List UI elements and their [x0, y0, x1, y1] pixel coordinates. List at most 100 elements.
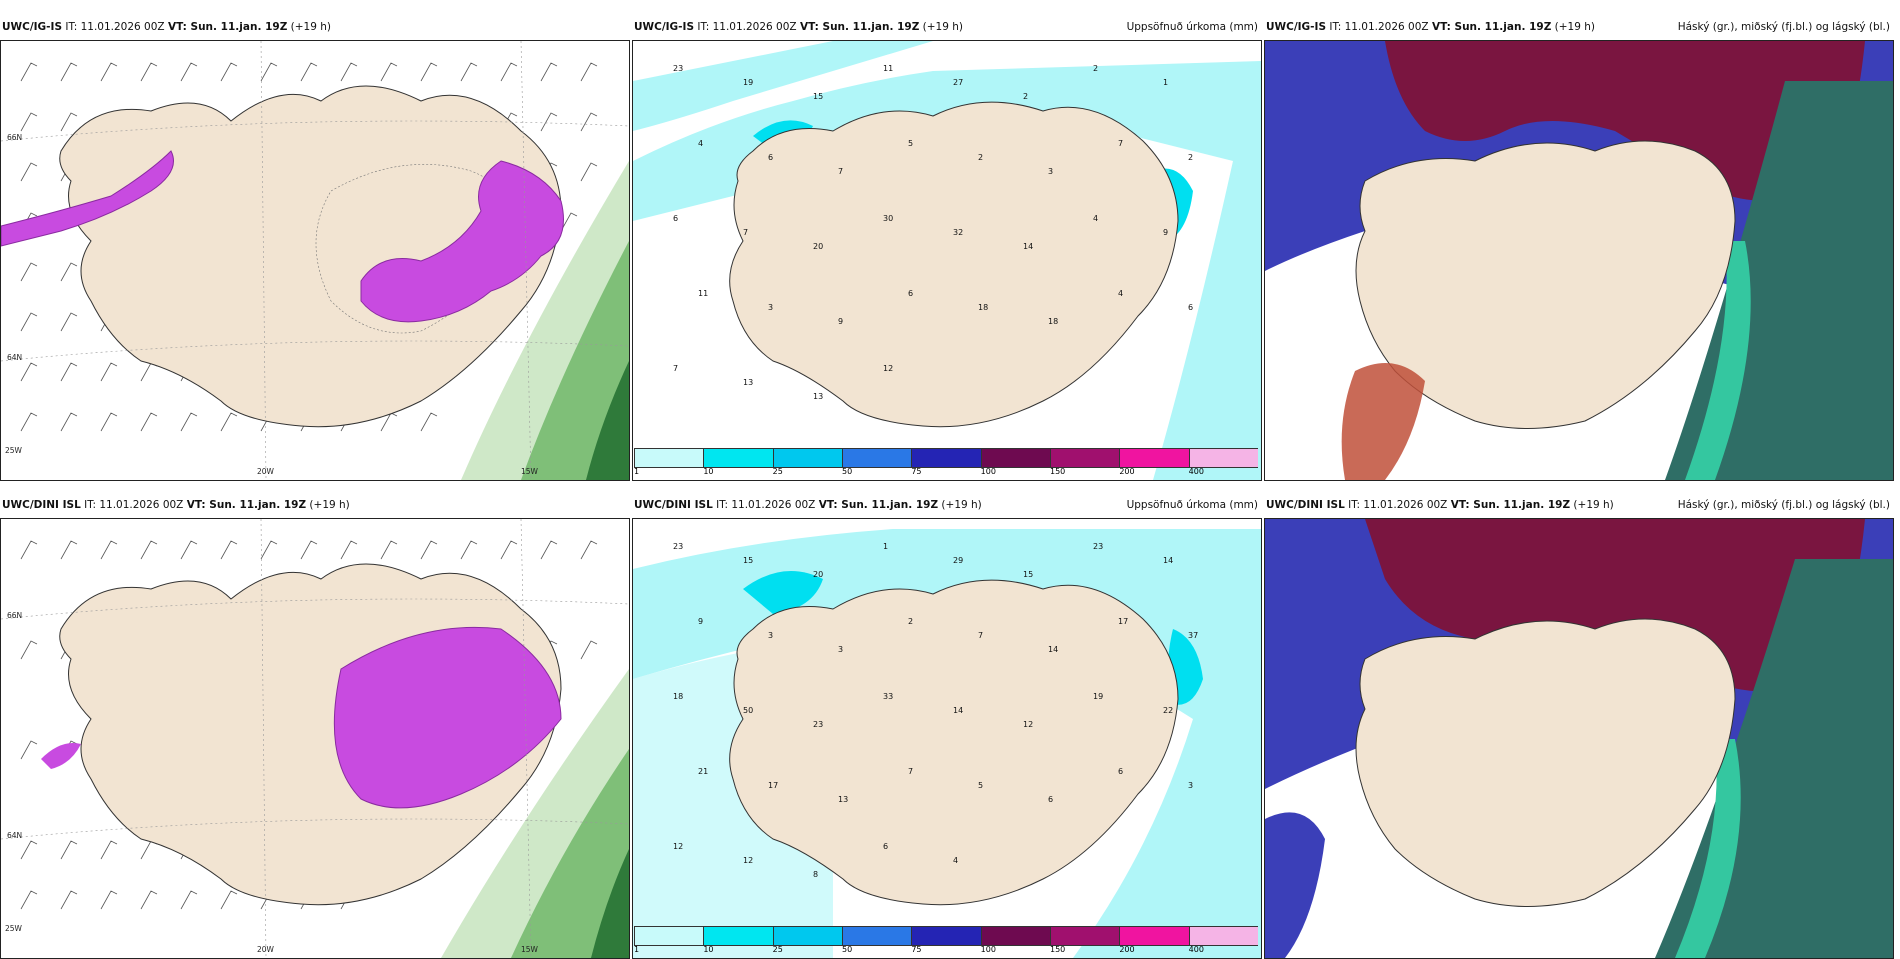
precip-value: 6 [768, 153, 773, 162]
colorbar-segment [1049, 927, 1120, 945]
precip-value: 19 [743, 78, 753, 87]
precip-value: 7 [743, 228, 748, 237]
precip-value: 12 [743, 856, 753, 865]
precip-value: 29 [953, 556, 963, 565]
precip-value: 13 [813, 392, 823, 401]
panel-header: UWC/DINI ISL IT: 11.01.2026 00Z VT: Sun.… [632, 494, 1262, 516]
precip-value: 7 [1118, 139, 1123, 148]
precip-value: 5 [978, 781, 983, 790]
precip-value: 13 [743, 378, 753, 387]
lead-time: (+19 h) [941, 499, 982, 511]
model-name: UWC/DINI ISL [634, 499, 713, 511]
precip-value: 15 [813, 92, 823, 101]
precip-value: 2 [908, 617, 913, 626]
iceland-land [729, 579, 1179, 906]
precip-value: 4 [1093, 214, 1098, 223]
snow-map[interactable]: 66N 64N 20W 15W 25W [0, 518, 630, 959]
precip-value: 5 [908, 139, 913, 148]
precip-value: 12 [673, 842, 683, 851]
precip-map-svg: 2315201291523149332714173718502333141219… [633, 519, 1261, 958]
precip-value: 14 [1163, 556, 1173, 565]
precip-value: 18 [978, 303, 988, 312]
precip-value: 7 [673, 364, 678, 373]
precip-map[interactable]: 23 15 20 1 29 15 23 14 9 3 3 2 7 14 17 37 18 50 23 33 14 12 19… [632, 518, 1262, 959]
precip-value: 32 [953, 228, 963, 237]
precip-value: 3 [768, 303, 773, 312]
colorbar-label: 25 [772, 467, 783, 476]
colorbar-label: 100 [980, 467, 996, 476]
snow-band-east [333, 626, 562, 809]
precip-value: 50 [743, 706, 753, 715]
snow-map-svg [1, 519, 629, 958]
lead-time: (+19 h) [1554, 21, 1596, 33]
snow-map[interactable]: 66N 64N 20W 15W 25W [0, 40, 630, 481]
lon-label-20w: 20W [257, 467, 274, 476]
colorbar-segment [911, 449, 981, 467]
precip-value: 37 [1188, 631, 1198, 640]
cloud-southwest-patch [1265, 812, 1325, 958]
clouds-title: Háský (gr.), miðský (fj.bl.) og lágský (… [1677, 21, 1890, 33]
init-time: IT: 11.01.2026 00Z [65, 21, 165, 33]
lon-label-25w: 25W [5, 446, 22, 455]
lead-time: (+19 h) [309, 499, 350, 511]
precip-value: 14 [1048, 645, 1058, 654]
colorbar-segment [911, 927, 981, 945]
colorbar-segment [1119, 927, 1189, 945]
iceland-land [1355, 618, 1736, 907]
precip-value: 7 [978, 631, 983, 640]
init-time: IT: 11.01.2026 00Z [697, 21, 797, 33]
lead-time: (+19 h) [1573, 499, 1614, 511]
colorbar-segment [772, 927, 842, 945]
precip-value: 12 [1023, 720, 1033, 729]
precip-value: 4 [1118, 289, 1123, 298]
precip-value: 15 [1023, 570, 1033, 579]
precip-value: 30 [883, 214, 893, 223]
precip-value-labels: 2319151127221467523726720303214491139618… [673, 64, 1193, 401]
colorbar-segment [634, 927, 704, 945]
precip-value: 23 [673, 64, 683, 73]
panel-header: UWC/IG-IS IT: 11.01.2026 00Z VT: Sun. 11… [0, 16, 630, 38]
panel-header: UWC/DINI ISL IT: 11.01.2026 00Z VT: Sun.… [0, 494, 630, 516]
cloud-low-edge [1685, 241, 1751, 480]
precip-value: 17 [1118, 617, 1128, 626]
precip-value: 23 [1093, 542, 1103, 551]
precip-value: 7 [908, 767, 913, 776]
clouds-title: Háský (gr.), miðský (fj.bl.) og lágský (… [1677, 499, 1890, 511]
lon-label-25w: 25W [5, 924, 22, 933]
precip-value: 9 [1163, 228, 1168, 237]
clouds-map[interactable] [1264, 40, 1894, 481]
snow-map-svg [1, 41, 629, 480]
rain-area-dark [591, 849, 629, 958]
precip-value: 14 [1023, 242, 1033, 251]
model-name: UWC/DINI ISL [1266, 499, 1345, 511]
lat-label-64n: 64N [7, 353, 23, 362]
iceland-land [59, 85, 562, 428]
precip-value: 6 [908, 289, 913, 298]
valid-time: VT: Sun. 11.jan. 19Z [1431, 21, 1552, 33]
precip-value: 2 [1188, 153, 1193, 162]
panel-top-snow: UWC/IG-IS IT: 11.01.2026 00Z VT: Sun. 11… [0, 16, 630, 481]
precip-north-band [633, 41, 933, 131]
valid-time: VT: Sun. 11.jan. 19Z [167, 21, 288, 33]
precip-title: Uppsöfnuð úrkoma (mm) [1126, 21, 1258, 33]
colorbar-label: 10 [703, 467, 714, 476]
panel-top-clouds: UWC/IG-IS IT: 11.01.2026 00Z VT: Sun. 11… [1264, 16, 1894, 481]
precip-value: 3 [1048, 167, 1053, 176]
precip-value: 11 [883, 64, 893, 73]
precip-value: 1 [1163, 78, 1168, 87]
clouds-map[interactable] [1264, 518, 1894, 959]
precip-value: 4 [953, 856, 958, 865]
panel-header: UWC/IG-IS IT: 11.01.2026 00Z VT: Sun. 11… [632, 16, 1262, 38]
cloud-low-edge [1675, 739, 1741, 958]
precip-value: 6 [1188, 303, 1193, 312]
precip-colorbar [634, 926, 1258, 946]
precip-value: 19 [1093, 692, 1103, 701]
rain-area-mid [521, 241, 629, 480]
colorbar-segment [634, 449, 704, 467]
precip-value: 11 [698, 289, 708, 298]
precip-value: 23 [813, 720, 823, 729]
precip-map[interactable]: 23 19 15 11 27 2 2 1 4 6 7 5 2 3 7 2 6 7 20 30 32 14 4 9 11 3 9 6 18… [632, 40, 1262, 481]
clouds-map-svg [1265, 519, 1893, 958]
precip-title: Uppsöfnuð úrkoma (mm) [1126, 499, 1258, 511]
precip-value-labels: 2315201291523149332714173718502333141219… [673, 542, 1198, 879]
